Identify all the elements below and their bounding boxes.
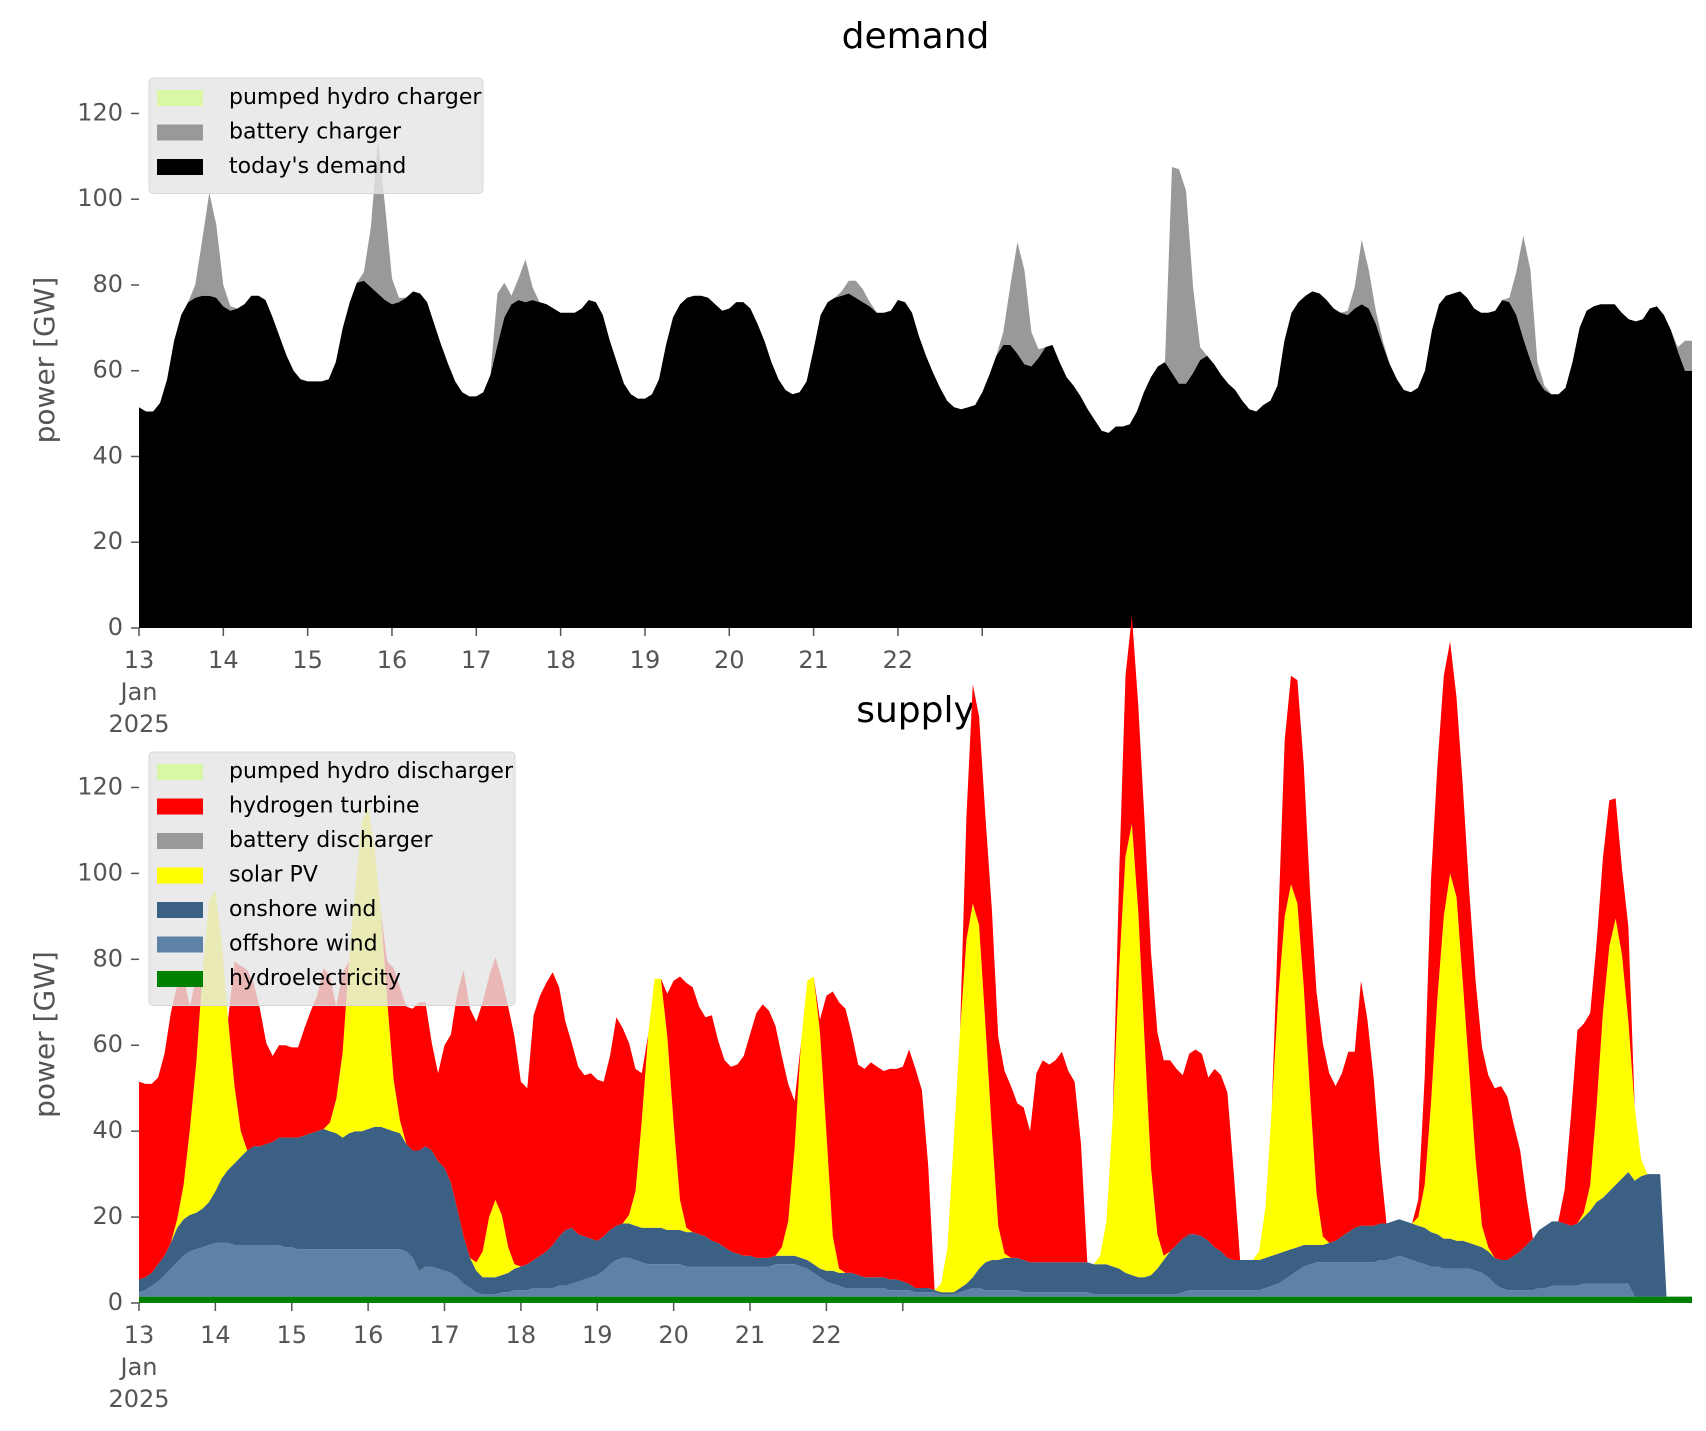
legend-label-today-s-demand: today's demand bbox=[229, 154, 406, 179]
y-axis-label: power [GW] bbox=[28, 277, 61, 444]
x-tick-label: 22 bbox=[883, 646, 914, 674]
legend-swatch-solar-pv bbox=[157, 867, 203, 884]
x-tick-label: 21 bbox=[798, 646, 829, 674]
legend-swatch-hydroelectricity bbox=[157, 971, 203, 987]
y-axis-label: power [GW] bbox=[28, 951, 61, 1118]
y-tick-label: 80 bbox=[92, 944, 123, 972]
y-tick-label: 0 bbox=[108, 1288, 123, 1316]
x-tick-label: 22 bbox=[811, 1321, 842, 1349]
legend-swatch-offshore-wind bbox=[157, 936, 203, 953]
y-tick-label: 100 bbox=[77, 858, 123, 886]
y-tick-label: 20 bbox=[92, 1202, 123, 1230]
area-solar-pv bbox=[139, 806, 1692, 1297]
legend-swatch-today-s-demand bbox=[157, 159, 203, 175]
y-tick-label: 0 bbox=[108, 613, 123, 641]
x-tick-label: 14 bbox=[200, 1321, 231, 1349]
x-tick-label: 13 bbox=[124, 1321, 155, 1349]
area-offshore-wind bbox=[139, 1242, 1692, 1297]
x-tick-label: 20 bbox=[658, 1321, 689, 1349]
x-tick-label: 21 bbox=[735, 1321, 766, 1349]
legend-swatch-battery-discharger bbox=[157, 833, 203, 849]
x-tick-label: 15 bbox=[276, 1321, 307, 1349]
legend-label-hydrogen-turbine: hydrogen turbine bbox=[229, 794, 420, 819]
y-tick-label: 60 bbox=[92, 356, 123, 384]
area-hydrogen-turbine bbox=[139, 615, 1692, 1297]
x-tick-label: 17 bbox=[461, 646, 492, 674]
legend-frame bbox=[148, 77, 484, 194]
x-tick-label: 18 bbox=[545, 646, 576, 674]
x-tick-label: 19 bbox=[582, 1321, 613, 1349]
x-tick-label: 19 bbox=[630, 646, 661, 674]
y-tick-label: 40 bbox=[92, 1116, 123, 1144]
x-tick-label: 15 bbox=[292, 646, 323, 674]
y-tick-label: 80 bbox=[92, 270, 123, 298]
x-tick-label: Jan bbox=[119, 678, 158, 706]
x-tick-label: 18 bbox=[506, 1321, 537, 1349]
legend-label-onshore-wind: onshore wind bbox=[229, 897, 376, 922]
x-tick-label: Jan bbox=[119, 1353, 158, 1381]
legend-label-solar-pv: solar PV bbox=[229, 863, 318, 888]
chart-panel-demand: demand 0 20 40 60 80 100 120 power [GW] 13 Jan 2025… bbox=[28, 16, 1692, 738]
legend-label-pumped-hydro-charger: pumped hydro charger bbox=[229, 85, 482, 110]
legend-label-hydroelectricity: hydroelectricity bbox=[229, 966, 401, 991]
area-hydroelectricity bbox=[139, 1296, 1692, 1303]
x-tick-label: 20 bbox=[714, 646, 745, 674]
y-tick-label: 120 bbox=[77, 98, 123, 126]
area-onshore-wind bbox=[139, 1126, 1692, 1297]
chart-title: supply bbox=[856, 690, 975, 731]
y-tick-label: 100 bbox=[77, 184, 123, 212]
legend-swatch-pumped-hydro-charger bbox=[157, 90, 203, 106]
legend-label-pumped-hydro-discharger: pumped hydro discharger bbox=[229, 759, 514, 784]
legend-swatch-onshore-wind bbox=[157, 902, 203, 918]
x-tick-label: 2025 bbox=[108, 1385, 169, 1413]
x-tick-label: 14 bbox=[208, 646, 239, 674]
y-tick-label: 20 bbox=[92, 527, 123, 555]
legend-swatch-hydrogen-turbine bbox=[157, 798, 203, 815]
x-tick-label: 2025 bbox=[108, 710, 169, 738]
y-tick-label: 40 bbox=[92, 441, 123, 469]
legend-frame bbox=[148, 751, 516, 1006]
x-tick-label: 17 bbox=[429, 1321, 460, 1349]
chart-title: demand bbox=[842, 16, 990, 57]
y-tick-label: 120 bbox=[77, 772, 123, 800]
legend: pumped hydro charger battery charger today… bbox=[148, 77, 484, 194]
legend-label-battery-discharger: battery discharger bbox=[229, 828, 434, 853]
legend-label-battery-charger: battery charger bbox=[229, 120, 402, 145]
x-tick-label: 13 bbox=[124, 646, 155, 674]
area-today-s-demand bbox=[139, 280, 1692, 628]
y-tick-label: 60 bbox=[92, 1030, 123, 1058]
x-tick-label: 16 bbox=[377, 646, 408, 674]
legend-swatch-battery-charger bbox=[157, 124, 203, 141]
legend: pumped hydro discharger hydrogen turbine b… bbox=[148, 751, 516, 1006]
legend-label-offshore-wind: offshore wind bbox=[229, 932, 378, 957]
chart-panel-supply: supply 0 20 40 60 80 100 120 power [GW] 13 Jan 2025… bbox=[28, 615, 1692, 1413]
x-tick-label: 16 bbox=[353, 1321, 384, 1349]
legend-swatch-pumped-hydro-discharger bbox=[157, 764, 203, 780]
